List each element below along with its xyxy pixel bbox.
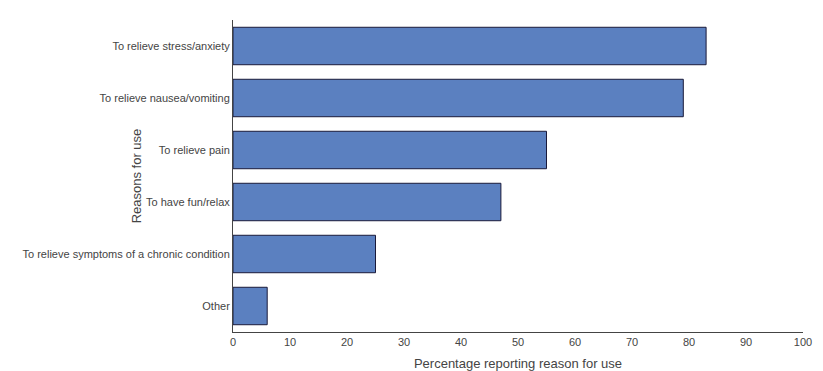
svg-text:0: 0 — [230, 336, 236, 348]
svg-text:To relieve symptoms of a chron: To relieve symptoms of a chronic conditi… — [23, 248, 230, 260]
svg-text:To have fun/relax: To have fun/relax — [146, 196, 230, 208]
svg-text:50: 50 — [512, 336, 524, 348]
svg-text:70: 70 — [626, 336, 638, 348]
svg-text:100: 100 — [794, 336, 812, 348]
svg-text:20: 20 — [341, 336, 353, 348]
svg-text:Other: Other — [202, 300, 230, 312]
svg-text:To relieve nausea/vomiting: To relieve nausea/vomiting — [100, 92, 230, 104]
svg-text:Percentage reporting reason fo: Percentage reporting reason for use — [414, 356, 622, 371]
svg-text:80: 80 — [683, 336, 695, 348]
svg-text:10: 10 — [284, 336, 296, 348]
svg-text:40: 40 — [455, 336, 467, 348]
svg-text:90: 90 — [740, 336, 752, 348]
svg-text:30: 30 — [398, 336, 410, 348]
svg-text:To relieve stress/anxiety: To relieve stress/anxiety — [112, 40, 230, 52]
svg-text:60: 60 — [569, 336, 581, 348]
svg-text:Reasons for use: Reasons for use — [129, 129, 144, 224]
svg-text:To relieve pain: To relieve pain — [159, 144, 230, 156]
